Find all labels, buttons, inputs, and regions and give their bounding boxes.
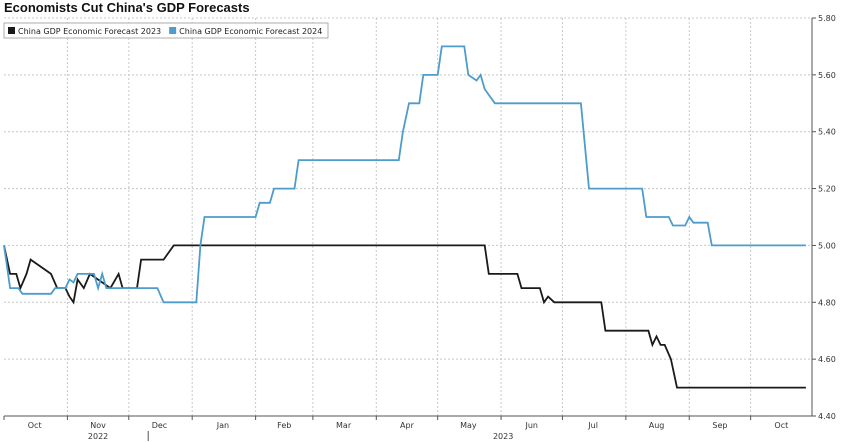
y-tick-label: 5.80 [818,14,836,23]
legend-swatch [169,27,177,34]
x-tick-label: Feb [277,421,291,430]
y-tick-label: 5.00 [818,241,836,250]
legend-entry: China GDP Economic Forecast 2024 [179,27,322,36]
x-tick-label: Jun [525,421,539,430]
x-tick-label: May [460,421,477,430]
year-label: 2023 [493,432,513,441]
x-tick-label: Oct [774,421,788,430]
series-line [3,244,806,389]
y-tick-label: 5.40 [818,128,836,137]
x-tick-label: Mar [336,421,352,430]
y-tick-label: 4.40 [818,412,836,421]
x-tick-label: Oct [28,421,42,430]
legend-entry: China GDP Economic Forecast 2023 [18,27,161,36]
x-tick-label: Aug [649,421,665,430]
y-tick-label: 4.80 [818,298,836,307]
series-line [3,45,806,304]
x-tick-label: Jan [216,421,229,430]
x-tick-label: Dec [152,421,167,430]
legend-box [3,22,329,39]
y-tick-label: 5.20 [818,185,836,194]
x-tick-label: Apr [400,421,415,430]
y-tick-label: 5.60 [818,71,836,80]
chart-title: Economists Cut China's GDP Forecasts [4,0,250,15]
legend-swatch [8,27,15,34]
year-label: 2022 [88,432,108,441]
x-tick-label: Jul [587,421,598,430]
y-tick-label: 4.60 [818,355,836,364]
x-tick-label: Nov [90,421,106,430]
x-tick-label: Sep [712,421,727,430]
